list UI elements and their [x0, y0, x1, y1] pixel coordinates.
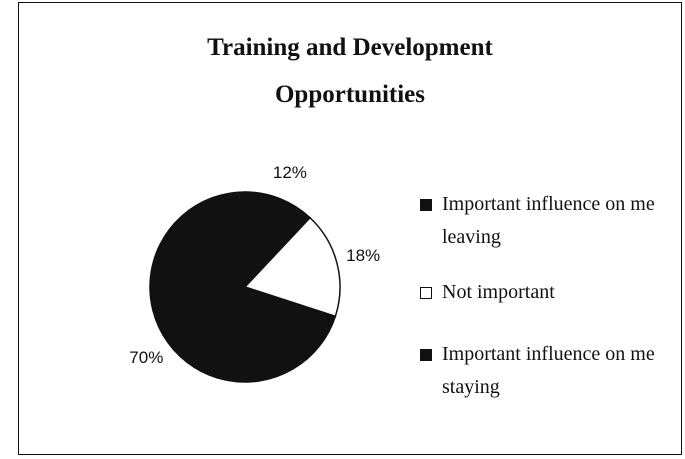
legend-entry: Important influence on me leaving: [420, 188, 682, 254]
pie-slice: [244, 191, 312, 289]
data-label: 12%: [273, 163, 307, 182]
pie-slice: [243, 216, 341, 318]
legend-swatch: [420, 349, 432, 361]
pie-slice: [149, 191, 337, 383]
legend-swatch: [420, 287, 432, 299]
chart-border: [18, 2, 682, 455]
data-label: 70%: [129, 348, 163, 367]
legend-entry: Not important: [420, 276, 682, 309]
chart-title: Training and Development Opportunities: [207, 34, 493, 108]
legend-label: Not important: [442, 281, 555, 303]
legend-label: Important influence on me staying: [442, 343, 655, 398]
legend-label: Important influence on me leaving: [442, 193, 655, 248]
legend-swatch: [420, 199, 432, 211]
data-label: 18%: [346, 246, 380, 265]
legend-entry: Important influence on me staying: [420, 338, 682, 404]
